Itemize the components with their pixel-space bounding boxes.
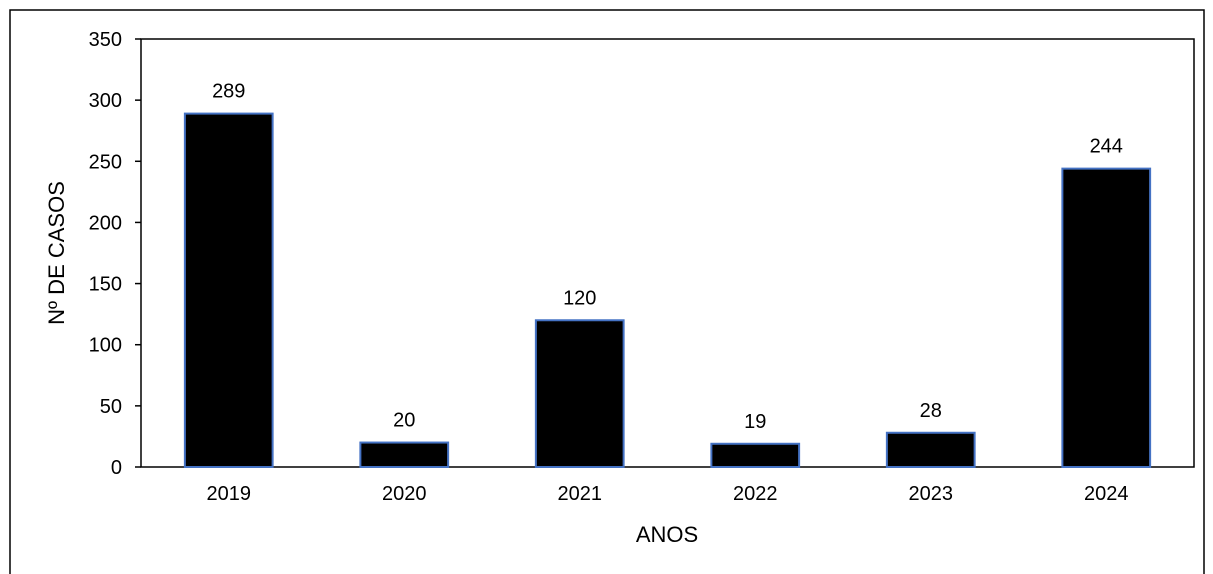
x-tick-label-2021: 2021 bbox=[558, 483, 603, 505]
bar-2022 bbox=[710, 442, 801, 469]
x-axis-ticks: 2019 2020 2021 2022 2023 2024 bbox=[207, 483, 1129, 505]
bar-2021 bbox=[534, 319, 625, 468]
x-tick-label-2024: 2024 bbox=[1084, 483, 1129, 505]
bar-2023 bbox=[885, 431, 976, 469]
bar-2024 bbox=[1061, 167, 1152, 468]
y-tick-label-0: 0 bbox=[111, 457, 122, 479]
y-tick-label-250: 250 bbox=[89, 151, 122, 173]
x-axis-title: ANOS bbox=[636, 522, 698, 547]
y-axis-ticks: 0 50 100 150 200 250 300 350 bbox=[89, 29, 141, 479]
bar-2019 bbox=[183, 112, 274, 468]
x-tick-label-2022: 2022 bbox=[733, 483, 778, 505]
x-tick-label-2019: 2019 bbox=[207, 483, 252, 505]
y-tick-label-350: 350 bbox=[89, 29, 122, 51]
data-label-2020: 20 bbox=[393, 410, 415, 432]
y-tick-label-200: 200 bbox=[89, 212, 122, 234]
data-labels-layer: 289 20 120 19 28 244 bbox=[212, 81, 1123, 433]
y-tick-label-300: 300 bbox=[89, 90, 122, 112]
y-axis-title: Nº DE CASOS bbox=[44, 181, 69, 325]
plot-area bbox=[140, 38, 1195, 468]
y-tick-label-100: 100 bbox=[89, 335, 122, 357]
bars-layer bbox=[183, 112, 1152, 469]
y-tick-label-50: 50 bbox=[100, 396, 122, 418]
bar-2020 bbox=[359, 441, 450, 468]
chart-frame bbox=[9, 9, 1205, 574]
data-label-2019: 289 bbox=[212, 81, 245, 103]
data-label-2023: 28 bbox=[920, 400, 942, 422]
x-tick-label-2023: 2023 bbox=[909, 483, 954, 505]
data-label-2024: 244 bbox=[1090, 136, 1123, 158]
data-label-2022: 19 bbox=[744, 411, 766, 433]
data-label-2021: 120 bbox=[563, 287, 596, 309]
y-tick-label-150: 150 bbox=[89, 274, 122, 296]
x-tick-label-2020: 2020 bbox=[382, 483, 427, 505]
